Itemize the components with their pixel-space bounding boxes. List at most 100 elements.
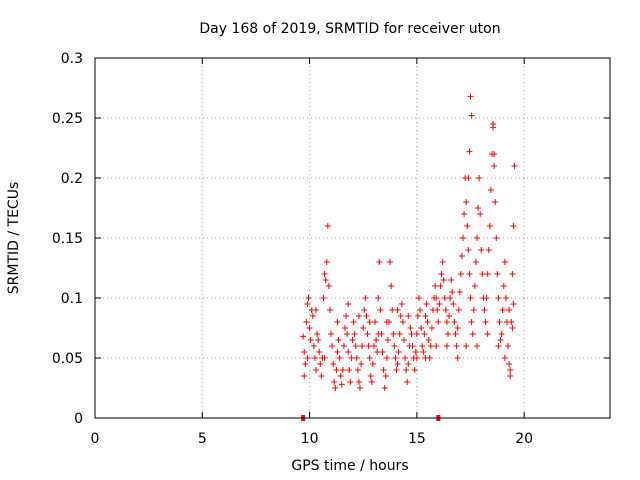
data-point: [484, 271, 491, 277]
data-point: [451, 319, 458, 325]
data-point: [436, 301, 443, 307]
data-point: [419, 343, 426, 349]
data-point: [396, 331, 403, 337]
data-point: [334, 319, 341, 325]
data-point: [505, 343, 512, 349]
data-point: [317, 361, 324, 367]
data-point: [491, 163, 498, 169]
data-point: [393, 367, 400, 373]
data-point: [300, 333, 307, 340]
data-point: [434, 307, 441, 313]
data-point: [417, 307, 424, 313]
data-point: [336, 355, 343, 361]
data-point: [399, 319, 406, 325]
data-point: [388, 283, 395, 289]
data-point: [422, 313, 429, 319]
data-point: [394, 307, 401, 313]
data-point: [493, 235, 500, 241]
data-point: [313, 307, 320, 313]
data-point: [435, 319, 442, 325]
data-point: [456, 289, 463, 295]
data-point: [485, 247, 492, 253]
data-point: [482, 319, 489, 325]
data-point: [448, 277, 455, 283]
data-point: [471, 283, 478, 289]
data-point: [495, 295, 502, 301]
y-tick-label: 0.3: [61, 51, 83, 67]
x-tick-label: 10: [301, 431, 319, 447]
data-point: [479, 271, 486, 277]
x-axis-label: GPS time / hours: [291, 458, 408, 474]
data-point: [320, 295, 327, 301]
data-point: [361, 307, 368, 313]
data-point: [372, 319, 379, 325]
data-point: [314, 331, 321, 337]
data-point: [355, 313, 362, 319]
data-point: [458, 253, 465, 259]
data-point: [413, 331, 420, 337]
data-point: [352, 343, 359, 349]
y-tick-label: 0: [74, 411, 83, 427]
data-point: [506, 361, 513, 367]
data-point: [341, 325, 348, 331]
x-tick-label: 20: [515, 431, 533, 447]
data-point: [348, 355, 355, 361]
data-point: [335, 337, 342, 343]
data-point: [460, 235, 467, 241]
data-point: [337, 373, 344, 379]
data-point: [403, 367, 410, 373]
data-point: [454, 355, 461, 361]
data-point: [389, 307, 396, 313]
data-point: [362, 295, 369, 301]
data-point: [316, 349, 323, 355]
data-point: [420, 349, 427, 355]
axis-ticks: 0 0.05 0.1 0.15 0.2 0.25 0.3 0 5 10 15 20: [52, 51, 610, 447]
data-point: [470, 307, 477, 313]
data-point: [340, 343, 347, 349]
data-point: [411, 367, 418, 373]
data-point: [425, 337, 432, 343]
y-tick-label: 0.1: [61, 291, 83, 307]
data-point: [412, 349, 419, 355]
data-point: [304, 301, 311, 307]
data-point: [467, 295, 474, 301]
data-point: [353, 355, 360, 361]
data-point: [366, 319, 373, 325]
data-point: [383, 319, 390, 325]
data-point: [350, 319, 357, 325]
data-point: [428, 325, 435, 331]
data-point: [302, 361, 309, 367]
data-point: [349, 337, 356, 343]
data-point: [466, 148, 473, 155]
data-point: [313, 367, 320, 373]
data-point: [381, 385, 388, 391]
data-points: [300, 93, 518, 391]
x-tick-label: 5: [198, 431, 207, 447]
data-point: [491, 151, 498, 157]
data-point: [383, 355, 390, 361]
data-point: [450, 301, 457, 307]
data-point: [416, 295, 423, 301]
y-tick-label: 0.2: [61, 171, 83, 187]
data-point: [421, 331, 428, 337]
data-point: [511, 163, 518, 169]
data-point: [379, 349, 386, 355]
data-point: [509, 325, 516, 331]
data-point: [392, 355, 399, 361]
data-point: [375, 295, 382, 301]
data-point: [334, 349, 341, 355]
x-tick-label: 0: [91, 431, 100, 447]
data-point: [433, 295, 440, 301]
data-point: [446, 313, 453, 319]
data-point: [363, 313, 370, 319]
data-point: [405, 361, 412, 367]
data-point: [351, 331, 358, 337]
data-point: [315, 337, 322, 343]
data-point: [395, 349, 402, 355]
data-point: [510, 301, 517, 307]
data-point: [310, 343, 317, 349]
data-point: [454, 325, 461, 331]
data-point: [323, 259, 330, 265]
data-point: [344, 331, 351, 337]
data-point: [465, 175, 472, 181]
